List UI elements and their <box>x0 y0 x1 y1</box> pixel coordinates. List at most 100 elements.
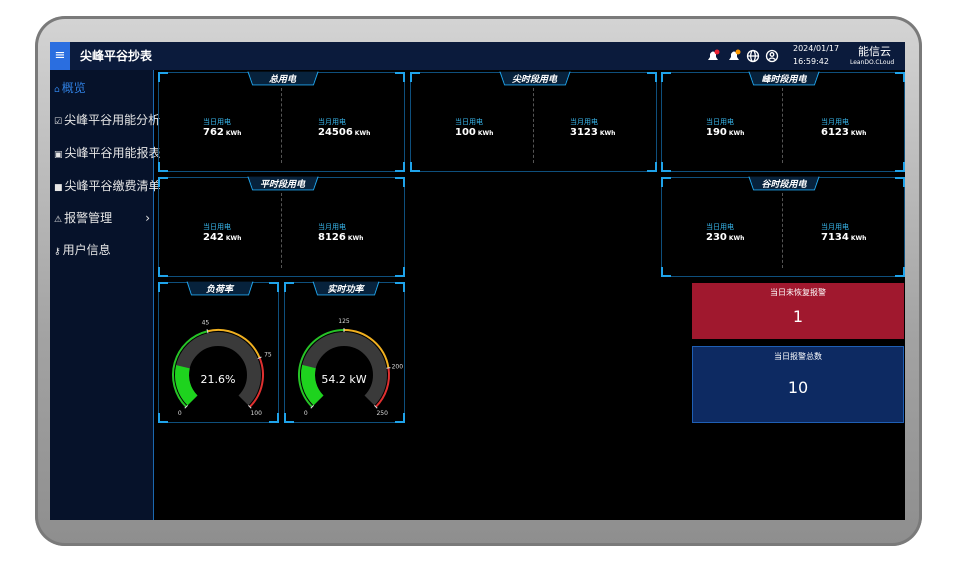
value-number: 230 <box>706 232 727 243</box>
value-unit: KWh <box>850 130 867 137</box>
alarm-card: 当日未恢复报警 1 <box>692 283 904 339</box>
gauge-band <box>207 329 261 359</box>
value-number: 24506 <box>318 127 353 138</box>
day-value: 190 KWh <box>706 127 744 138</box>
gauge: 0 45 75 100 21.6% <box>172 319 272 417</box>
gauge-panel: 负荷率 0 45 75 100 21.6% <box>158 281 279 423</box>
panel-corner <box>269 413 279 423</box>
energy-panel: 尖时段用电当日用电 100 KWh 当月用电 3123 KWh <box>410 71 657 172</box>
language-icon[interactable] <box>746 49 760 63</box>
screen: ≡ 尖峰平谷抄表 2024/01/17 16:59:42 能信云 LeanDO.… <box>50 42 905 520</box>
divider <box>280 88 282 163</box>
nav-item[interactable]: ☑ 尖峰平谷用能分析 <box>54 110 160 130</box>
nav-item[interactable]: ■ 尖峰平谷缴费清单 <box>54 176 161 196</box>
panel-title: 平时段用电 <box>259 180 305 190</box>
panel-corner <box>395 282 405 292</box>
gauge-tick-label: 125 <box>338 318 350 325</box>
date: 2024/01/17 <box>793 44 840 53</box>
time: 16:59:42 <box>793 57 829 66</box>
month-value: 24506 KWh <box>318 127 370 138</box>
panel-corner <box>158 177 168 187</box>
panel-corner <box>661 162 671 172</box>
month-label: 当月用电 <box>821 118 849 126</box>
value-number: 3123 <box>570 127 598 138</box>
value-unit: KWh <box>728 130 745 137</box>
header-icons <box>708 49 779 63</box>
gauge-tick <box>386 367 391 369</box>
panel-corner <box>895 177 905 187</box>
gauge-tick-label: 75 <box>264 351 272 358</box>
day-label: 当日用电 <box>203 223 231 231</box>
day-label: 当日用电 <box>455 118 483 126</box>
value-unit: KWh <box>354 130 371 137</box>
value-number: 100 <box>455 127 476 138</box>
gauge-tick-label: 45 <box>202 319 210 326</box>
nav-label: 用户信息 <box>62 243 111 257</box>
nav-icon: ⌂ <box>54 85 60 95</box>
gauge-value <box>175 365 198 406</box>
panel-title: 实时功率 <box>327 285 364 295</box>
value-unit: KWh <box>225 130 242 137</box>
panel-title: 尖时段用电 <box>511 75 557 85</box>
energy-panel: 总用电 当日用电 762 KWh 当月用电 24506 KWh <box>158 71 405 172</box>
nav-item[interactable]: ⚠ 报警管理 › <box>54 208 154 228</box>
day-value: 100 KWh <box>455 127 493 138</box>
user-icon[interactable] <box>765 49 779 63</box>
gauge-band <box>343 329 390 369</box>
energy-panel: 平时段用电 当日用电 242 KWh 当月用电 8126 KWh <box>158 176 405 277</box>
panel-corner <box>895 267 905 277</box>
alarm-value: 1 <box>792 307 804 326</box>
nav-label: 报警管理 <box>64 211 113 225</box>
gauge-tick <box>257 356 262 360</box>
value-number: 7134 <box>821 232 849 243</box>
panel-title: 峰时段用电 <box>761 75 807 85</box>
month-value: 3123 KWh <box>570 127 615 138</box>
gauge-band <box>298 329 345 408</box>
day-value: 242 KWh <box>203 232 241 243</box>
nav-item[interactable]: ⌂ 概览 <box>54 78 154 98</box>
day-value: 230 KWh <box>706 232 744 243</box>
gauge-band <box>375 367 390 408</box>
gauge-panel: 实时功率 0 125 200 250 54.2 kW <box>284 281 405 423</box>
value-number: 762 <box>203 127 224 138</box>
notification-icon[interactable] <box>708 49 720 61</box>
panel-corner <box>284 282 294 292</box>
divider <box>280 193 282 268</box>
panel-corner <box>895 162 905 172</box>
app-title: 尖峰平谷抄表 <box>80 49 153 63</box>
value-unit: KWh <box>850 235 867 242</box>
panel-corner <box>647 72 657 82</box>
alarm-icon[interactable] <box>729 49 741 61</box>
nav-item[interactable]: ⚷ 用户信息 <box>54 240 154 260</box>
gauge-tick-label: 100 <box>250 410 262 417</box>
month-value: 6123 KWh <box>821 127 866 138</box>
panel-corner <box>895 72 905 82</box>
gauge-tick <box>184 405 188 409</box>
brand: 能信云 <box>858 45 891 58</box>
panel-corner <box>395 162 405 172</box>
panel-corner <box>395 177 405 187</box>
day-label: 当日用电 <box>706 118 734 126</box>
day-label: 当日用电 <box>706 223 734 231</box>
gauge-tick <box>310 405 314 409</box>
value-number: 8126 <box>318 232 346 243</box>
panel-corner <box>158 162 168 172</box>
panel-title: 总用电 <box>268 75 296 85</box>
header: ≡ 尖峰平谷抄表 2024/01/17 16:59:42 能信云 LeanDO.… <box>50 42 905 70</box>
panel-corner <box>284 413 294 423</box>
gauge-tick <box>374 405 378 409</box>
nav-icon: ⚠ <box>54 215 63 225</box>
gauge-tick-label: 0 <box>178 410 182 417</box>
panel-title: 负荷率 <box>205 285 233 295</box>
month-label: 当月用电 <box>570 118 598 126</box>
panel-corner <box>661 177 671 187</box>
nav-icon: ▣ <box>54 150 63 160</box>
content: 总用电 当日用电 762 KWh 当月用电 24506 KWh 尖时段用电 当日用电 100 KWh… <box>50 42 905 520</box>
panel-corner <box>158 413 168 423</box>
month-label: 当月用电 <box>318 118 346 126</box>
divider <box>532 88 534 163</box>
gauge-tick <box>248 405 252 409</box>
menu-button[interactable]: ≡ <box>50 42 70 70</box>
nav-item[interactable]: ▣ 尖峰平谷用能报表 <box>54 143 161 163</box>
panel-corner <box>410 72 420 82</box>
